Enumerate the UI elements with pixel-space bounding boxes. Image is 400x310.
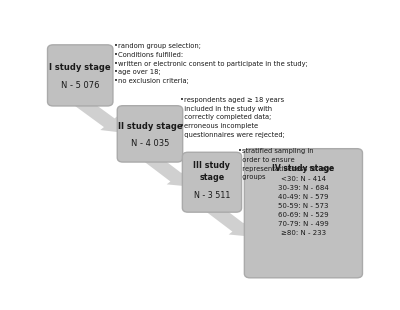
Polygon shape [145, 153, 188, 186]
Polygon shape [75, 97, 123, 133]
FancyBboxPatch shape [117, 106, 183, 162]
Text: N - 3 511: N - 3 511 [194, 191, 230, 200]
Text: •stratified sampling in
  order to ensure
  representativeness for age
  groups: •stratified sampling in order to ensure … [238, 148, 333, 180]
Text: N - 5 076: N - 5 076 [61, 81, 100, 90]
Text: N - 4 035: N - 4 035 [131, 140, 169, 148]
Polygon shape [207, 204, 250, 237]
Text: •random group selection;
•Conditions fulfilled:
•written or electronic consent t: •random group selection; •Conditions ful… [114, 43, 307, 84]
FancyBboxPatch shape [48, 45, 113, 106]
Text: II study stage: II study stage [118, 122, 182, 131]
FancyBboxPatch shape [182, 152, 242, 212]
Text: III study
stage: III study stage [194, 162, 230, 182]
Text: <30: N - 414
30-39: N - 684
40-49: N - 579
50-59: N - 573
60-69: N - 529
70-79: : <30: N - 414 30-39: N - 684 40-49: N - 5… [278, 176, 329, 236]
Text: IV study stage: IV study stage [272, 164, 334, 173]
Text: •respondents aged ≥ 18 years
  included in the study with
  correctly completed : •respondents aged ≥ 18 years included in… [180, 97, 285, 138]
Text: I study stage: I study stage [50, 63, 111, 72]
FancyBboxPatch shape [244, 149, 362, 278]
